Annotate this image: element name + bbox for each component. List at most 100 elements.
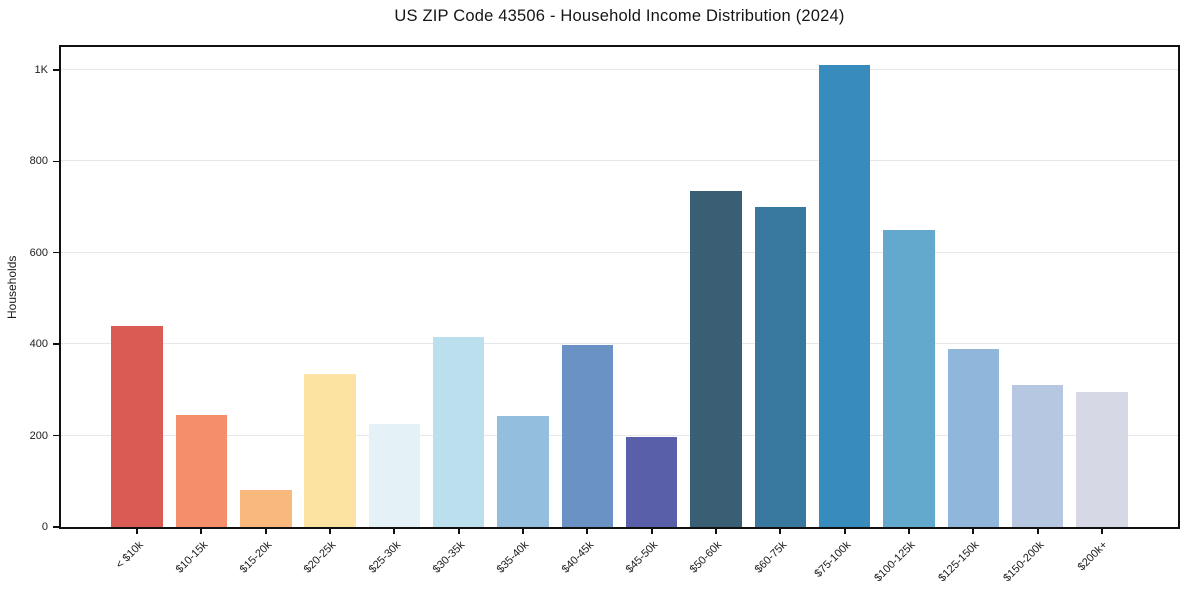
bar [175, 415, 228, 527]
bar-slot [298, 47, 362, 527]
bar-slot [105, 47, 169, 527]
x-tick: $15-20k [234, 529, 298, 587]
y-tick-mark [53, 343, 59, 345]
x-tick: $25-30k [362, 529, 426, 587]
gridline [61, 343, 1178, 345]
x-tick-label: $200k+ [1076, 539, 1111, 574]
bar [754, 207, 806, 527]
x-tick: $35-40k [491, 529, 555, 587]
bar-slot [1005, 47, 1069, 527]
y-tick-label: 200 [29, 429, 48, 442]
x-tick-mark [843, 529, 846, 534]
bar-slot [555, 47, 619, 527]
x-tick-label: $60-75k [752, 539, 789, 576]
x-tick: $20-25k [298, 529, 362, 587]
bar-slot [620, 47, 684, 527]
bar-slot [169, 47, 233, 527]
x-tick-label: $45-50k [623, 539, 661, 576]
bar [883, 229, 935, 527]
gridline [61, 251, 1178, 253]
bar-slot [1070, 47, 1134, 527]
x-tick: $60-75k [748, 529, 812, 587]
x-tick-label: $150-200k [1000, 539, 1047, 585]
bar-slot [748, 47, 812, 527]
gridline [61, 68, 1178, 70]
plot-area [59, 45, 1180, 529]
x-tick-mark [1036, 529, 1039, 534]
bar [111, 325, 163, 527]
y-tick-mark [53, 434, 59, 437]
y-tick-label: 1K [34, 63, 48, 76]
x-tick-mark [200, 529, 203, 534]
bar [433, 337, 485, 527]
y-tick-mark [53, 160, 59, 163]
x-tick-mark [393, 529, 396, 534]
bar [368, 424, 421, 527]
bar [304, 373, 356, 527]
x-tick-mark [586, 529, 589, 534]
x-tick: $75-100k [812, 529, 876, 587]
bar-slot [877, 47, 941, 527]
y-tick-mark [53, 251, 59, 254]
y-tick-label: 0 [41, 521, 48, 533]
bar [625, 436, 678, 527]
x-tick-label: $40-45k [559, 539, 596, 576]
x-tick: $150-200k [1001, 529, 1069, 587]
x-tick-label: < $10k [113, 539, 146, 572]
y-tick-mark [53, 526, 59, 528]
x-tick: < $10k [105, 529, 169, 587]
gridline [61, 160, 1178, 162]
x-tick-label: $100-125k [872, 539, 918, 585]
gridline [61, 434, 1178, 436]
x-tick-label: $15-20k [237, 539, 275, 576]
bar-slot [812, 47, 876, 527]
bar-slot [427, 47, 491, 527]
x-tick-label: $10-15k [173, 539, 210, 576]
x-tick-mark [779, 529, 782, 534]
x-tick-mark [907, 529, 910, 534]
bar [947, 348, 999, 527]
x-axis-ticks: < $10k $10-15k $15-20k $20-25k $25-30k $30-35… [61, 529, 1178, 587]
x-tick-label: $50-60k [687, 539, 725, 576]
y-tick-label: 800 [29, 155, 48, 168]
x-tick-mark [136, 529, 139, 534]
x-tick: $30-35k [427, 529, 491, 587]
x-tick-label: $35-40k [494, 539, 532, 576]
bar-slot [491, 47, 555, 527]
x-tick-mark [972, 529, 975, 534]
x-tick-mark [522, 529, 525, 534]
bar-row [61, 47, 1178, 527]
bar-slot [684, 47, 748, 527]
bar [1011, 385, 1064, 527]
x-tick-label: $20-25k [301, 539, 339, 576]
bar-slot [234, 47, 298, 527]
x-tick: $100-125k [872, 529, 941, 587]
y-tick-mark [53, 69, 59, 71]
bar [690, 191, 742, 527]
x-tick-mark [264, 529, 267, 534]
bar [1076, 392, 1128, 527]
y-tick-label: 600 [29, 246, 48, 259]
x-tick: $40-45k [555, 529, 619, 587]
bar-slot [941, 47, 1005, 527]
x-tick-label: $30-35k [430, 539, 468, 576]
bar [561, 345, 614, 527]
y-tick-label: 400 [29, 338, 48, 351]
x-tick: $125-150k [936, 529, 1005, 587]
x-tick-label: $75-100k [812, 539, 854, 580]
x-tick: $50-60k [684, 529, 748, 587]
x-tick: $200k+ [1070, 529, 1134, 587]
x-tick-mark [457, 529, 460, 534]
x-tick-mark [650, 529, 653, 534]
bar [240, 490, 292, 527]
x-tick: $10-15k [169, 529, 233, 587]
x-tick: $45-50k [620, 529, 684, 587]
y-axis-ticks: 0 200 400 600 800 1K [0, 47, 59, 533]
x-tick-mark [329, 529, 332, 534]
x-tick-mark [1100, 529, 1103, 534]
bar [497, 416, 549, 527]
x-tick-mark [714, 529, 717, 534]
x-tick-label: $125-150k [936, 539, 982, 585]
x-tick-label: $25-30k [366, 539, 403, 576]
